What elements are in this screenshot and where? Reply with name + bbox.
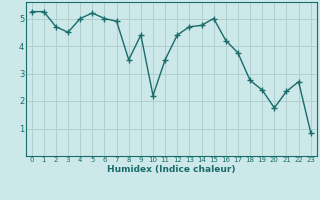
X-axis label: Humidex (Indice chaleur): Humidex (Indice chaleur)	[107, 165, 236, 174]
